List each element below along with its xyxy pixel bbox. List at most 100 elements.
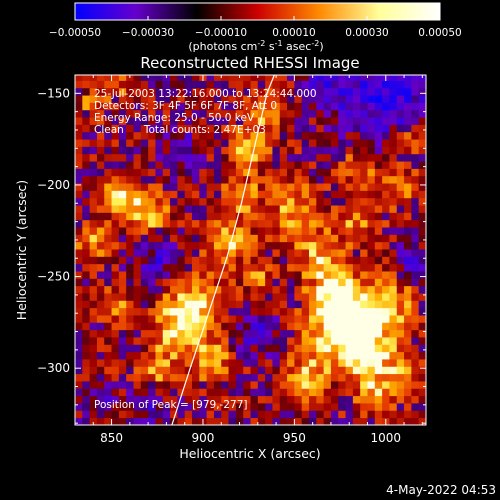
heatmap-cell [177,410,186,419]
heatmap-cell [309,205,317,213]
heatmap-cell [118,131,127,140]
heatmap-cell [140,329,149,338]
heatmap-cell [148,373,156,382]
heatmap-cell [257,95,266,103]
heatmap-cell [206,146,215,155]
heatmap-cell [279,168,288,177]
heatmap-cell [199,95,208,103]
heatmap-cell [389,388,398,397]
heatmap-cell [140,124,149,133]
heatmap-cell [301,190,310,199]
heatmap-cell [96,241,105,250]
heatmap-cell [345,307,354,316]
heatmap-cell [228,329,237,338]
heatmap-cell [177,359,186,367]
heatmap-cell [162,315,171,323]
heatmap-cell [418,307,426,316]
heatmap-cell [133,329,142,338]
heatmap-cell [374,131,383,140]
heatmap-cell [162,146,171,155]
heatmap-cell [396,395,405,404]
heatmap-cell [213,183,222,191]
heatmap-cell [206,366,215,375]
y-tick-label: −250 [37,270,70,284]
heatmap-cell [287,344,295,353]
heatmap-cell [323,153,332,162]
heatmap-cell [250,161,259,169]
heatmap-cell [235,300,244,309]
heatmap-cell [111,153,120,162]
heatmap-cell [133,117,142,125]
heatmap-cell [228,373,237,382]
heatmap-cell [96,95,105,103]
heatmap-cell [411,263,420,272]
heatmap-cell [404,197,412,206]
heatmap-cell [235,395,244,404]
heatmap-cell [126,351,134,360]
heatmap-cell [367,131,376,140]
heatmap-cell [148,183,156,191]
heatmap-cell [279,95,288,103]
heatmap-cell [338,102,346,111]
heatmap-cell [155,205,164,213]
heatmap-cell [192,388,200,397]
heatmap-cell [257,403,266,411]
heatmap-cell [89,87,98,96]
annotation-block: 25-Jul-2003 13:22:16.000 to 13:24:44.000… [94,88,317,136]
heatmap-cell [301,102,310,111]
heatmap-cell [360,293,368,301]
heatmap-cell [287,293,295,301]
heatmap-cell [155,124,164,133]
heatmap-cell [382,322,390,331]
heatmap-cell [184,146,193,155]
heatmap-cell [213,219,222,228]
heatmap-cell [301,395,310,404]
heatmap-cell [418,388,426,397]
heatmap-cell [301,161,310,169]
heatmap-cell [89,219,98,228]
heatmap-cell [374,109,383,118]
heatmap-cell [294,190,303,199]
heatmap-cell [213,190,222,199]
heatmap-cell [367,146,376,155]
heatmap-cell [389,359,398,367]
heatmap-cell [221,161,229,169]
heatmap-cell [235,263,244,272]
heatmap-cell [367,241,376,250]
heatmap-cell [75,395,83,404]
heatmap-cell [82,175,91,184]
heatmap-cell [352,117,361,125]
heatmap-cell [338,117,346,125]
heatmap-cell [192,212,200,221]
heatmap-cell [140,351,149,360]
heatmap-cell [140,183,149,191]
heatmap-cell [162,388,171,397]
heatmap-cell [192,190,200,199]
heatmap-cell [309,395,317,404]
heatmap-cell [418,161,426,169]
heatmap-cell [228,139,237,147]
heatmap-cell [75,285,83,294]
heatmap-cell [243,102,251,111]
heatmap-cell [338,168,346,177]
heatmap-cell [75,241,83,250]
heatmap-cell [250,395,259,404]
heatmap-cell [89,381,98,389]
heatmap-cell [301,300,310,309]
heatmap-cell [126,403,134,411]
heatmap-cell [404,293,412,301]
heatmap-cell [389,271,398,279]
heatmap-cell [126,131,134,140]
heatmap-cell [235,117,244,125]
heatmap-cell [257,322,266,331]
heatmap-cell [199,80,208,89]
heatmap-cell [155,329,164,338]
heatmap-cell [89,417,98,425]
heatmap-cell [411,271,420,279]
heatmap-cell [389,124,398,133]
heatmap-cell [345,102,354,111]
heatmap-cell [367,285,376,294]
heatmap-cell [155,315,164,323]
heatmap-cell [367,197,376,206]
heatmap-cell [118,212,127,221]
